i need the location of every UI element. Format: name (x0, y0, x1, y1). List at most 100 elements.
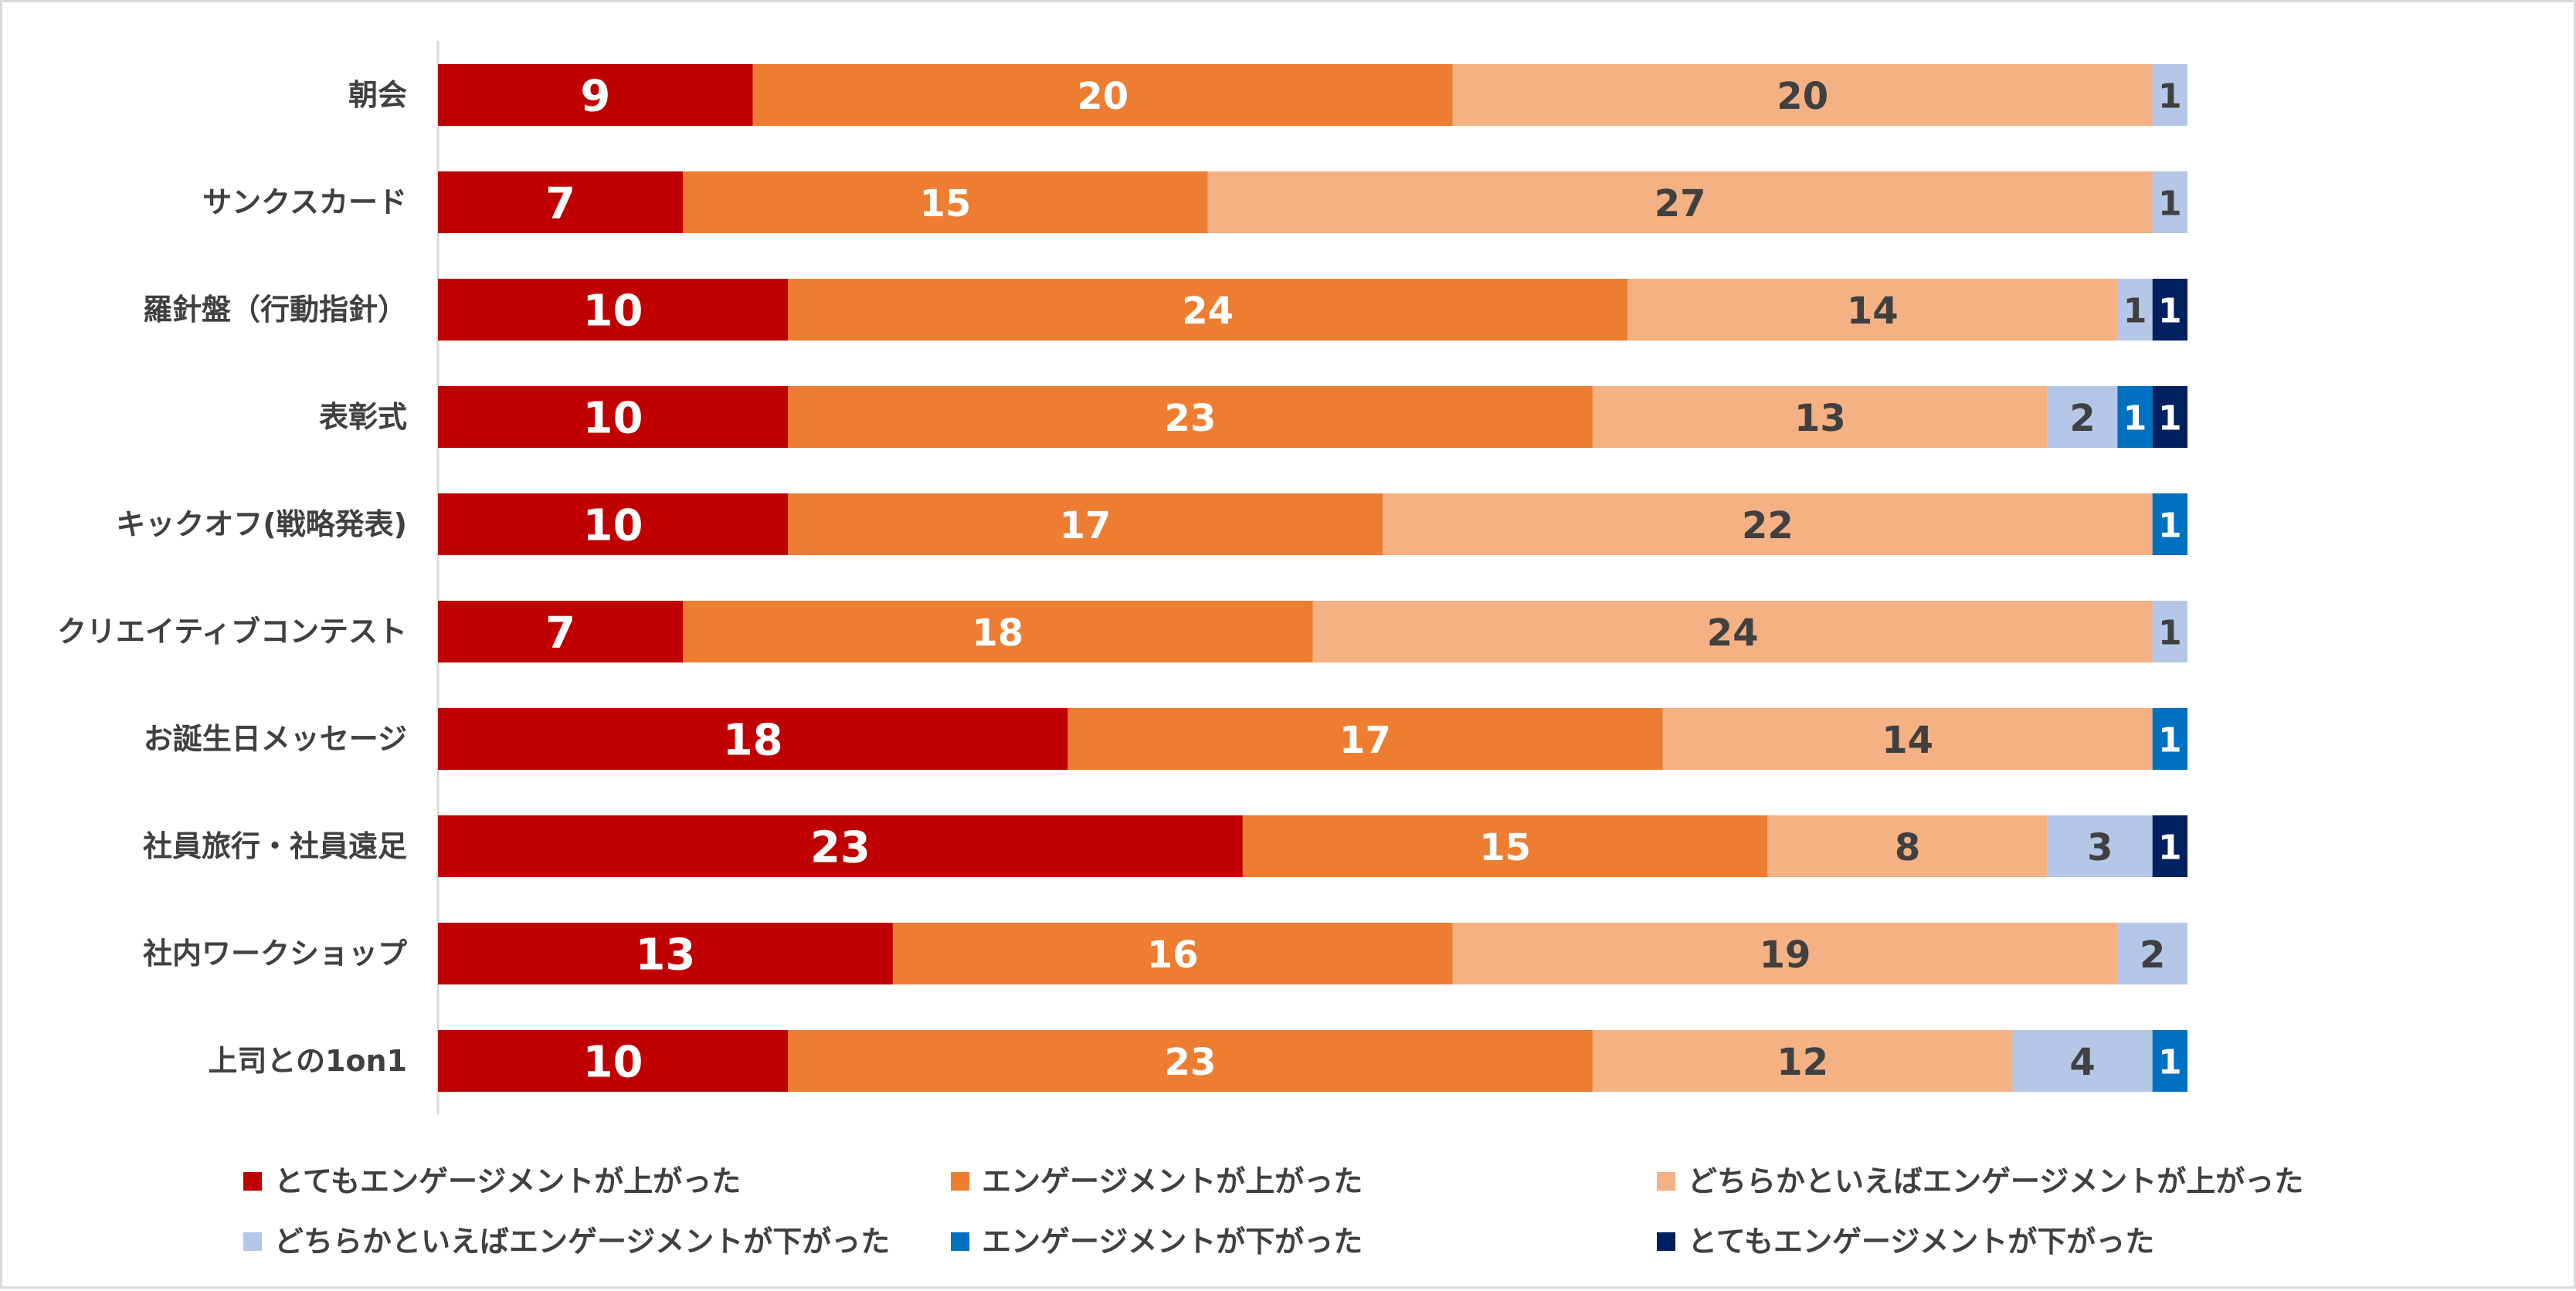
data-label: 7 (545, 608, 575, 659)
data-label: 20 (1777, 75, 1828, 118)
category-label: クリエイティブコンテスト (57, 615, 407, 649)
bar-segment (1592, 1030, 2013, 1092)
data-label: 10 (583, 394, 643, 444)
legend-swatch (951, 1232, 969, 1251)
bar-segment (2047, 386, 2118, 448)
bar-segment (788, 493, 1383, 555)
legend-label: エンゲージメントが下がった (982, 1225, 1363, 1259)
data-label: 1 (2158, 721, 2182, 761)
data-label: 1 (2158, 1043, 2182, 1083)
data-label: 27 (1655, 182, 1706, 225)
bar-segment (1383, 493, 2153, 555)
data-label: 15 (919, 182, 971, 225)
data-label: 13 (635, 930, 695, 981)
bar-segment (2152, 601, 2187, 662)
data-label: 10 (583, 1038, 643, 1088)
bar-segment (2152, 386, 2187, 448)
bar-segment (1662, 708, 2153, 770)
bar-segment (1592, 386, 2048, 448)
bar-segment (2117, 923, 2187, 984)
bar-segment (683, 171, 1208, 233)
bar-segment (438, 386, 788, 448)
bar-segment (438, 815, 1243, 877)
bar-segment (788, 279, 1628, 341)
data-label: 24 (1707, 612, 1759, 655)
data-label: 23 (810, 823, 871, 873)
category-label: 社員旅行・社員遠足 (143, 829, 407, 863)
category-label: 社内ワークショップ (143, 937, 407, 971)
legend-label: エンゲージメントが上がった (982, 1164, 1363, 1198)
data-label: 1 (2123, 292, 2147, 331)
bar-segment (438, 493, 788, 555)
bar-segment (683, 601, 1313, 662)
data-label: 18 (972, 612, 1023, 655)
data-label: 10 (583, 501, 643, 551)
bar-segment (438, 279, 788, 341)
data-label: 2 (2069, 397, 2095, 440)
data-label: 2 (2140, 934, 2165, 977)
data-label: 3 (2087, 826, 2113, 869)
data-label: 15 (1479, 826, 1531, 869)
data-label: 1 (2158, 77, 2182, 117)
bar-segment (2152, 708, 2187, 770)
category-label: 羅針盤（行動指針） (143, 293, 407, 327)
bar-segment (788, 1030, 1593, 1092)
bar-segment (2012, 1030, 2153, 1092)
bar-segment (892, 923, 1453, 984)
data-label: 1 (2158, 399, 2182, 439)
bar-segment (1627, 279, 2118, 341)
data-label: 23 (1165, 1041, 1217, 1084)
bar-segment (438, 601, 684, 662)
bar-segment (438, 708, 1068, 770)
data-label: 1 (2158, 614, 2182, 653)
data-label: 20 (1077, 75, 1128, 118)
bar-segment (1312, 601, 2153, 662)
data-label: 22 (1742, 504, 1794, 547)
data-label: 24 (1182, 290, 1234, 333)
bar-segment (2047, 815, 2153, 877)
legend-label: どちらかといえばエンゲージメントが上がった (1688, 1164, 2303, 1198)
bar-segment (1452, 923, 2118, 984)
legend-swatch (243, 1232, 262, 1251)
data-label: 1 (2158, 185, 2182, 224)
bar-segment (2152, 815, 2187, 877)
bar-segment (752, 64, 1453, 126)
data-label: 10 (583, 286, 643, 337)
data-label: 1 (2158, 828, 2182, 868)
data-label: 7 (545, 179, 575, 229)
data-label: 14 (1847, 290, 1899, 333)
bar-segment (1067, 708, 1663, 770)
bar-segment (2152, 493, 2187, 555)
data-label: 13 (1794, 397, 1846, 440)
legend-label: どちらかといえばエンゲージメントが下がった (274, 1225, 890, 1259)
bar-segment (1242, 815, 1768, 877)
bar-segment (438, 171, 684, 233)
legend-label: とてもエンゲージメントが下がった (1688, 1225, 2154, 1259)
data-label: 16 (1147, 934, 1199, 977)
bar-segment (1207, 171, 2153, 233)
bar-segment (2117, 279, 2153, 341)
category-label: 上司との1on1 (208, 1044, 407, 1078)
data-label: 23 (1165, 397, 1217, 440)
legend-swatch (1657, 1232, 1675, 1251)
data-label: 18 (723, 716, 783, 766)
legend-swatch (1657, 1172, 1675, 1191)
category-label: キックオフ(戦略発表) (116, 507, 407, 541)
bar-segment (2152, 279, 2187, 341)
bars-layer: 9 20 20 17 15 27 110 24 14 1 110 23 13 2 1 110 17 22 17 18 2… (438, 64, 2187, 1092)
data-label: 19 (1760, 934, 1811, 977)
bar-segment (1767, 815, 2048, 877)
bar-segment (1452, 64, 2153, 126)
category-label: お誕生日メッセージ (144, 722, 407, 756)
data-label: 9 (580, 72, 610, 122)
data-label: 14 (1882, 719, 1933, 762)
data-label: 12 (1777, 1041, 1828, 1084)
bar-segment (2152, 64, 2187, 126)
legend-swatch (243, 1172, 262, 1191)
bar-segment (438, 1030, 788, 1092)
legend-swatch (951, 1172, 969, 1191)
category-label: 表彰式 (319, 400, 407, 434)
